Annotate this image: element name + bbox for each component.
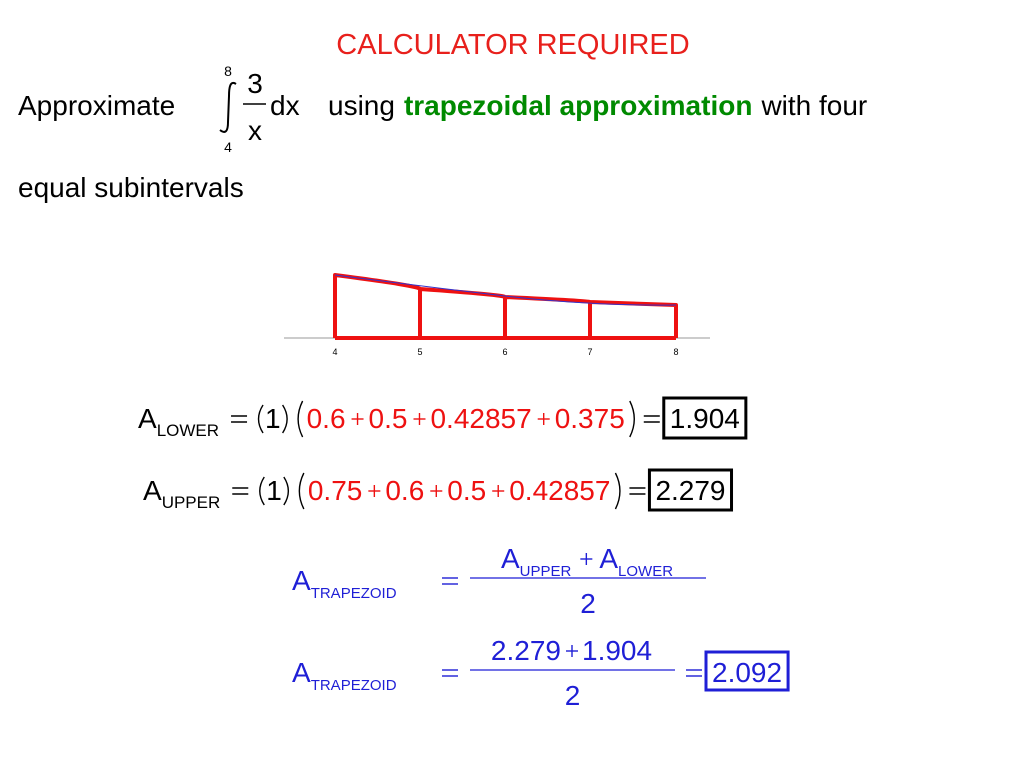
- math-text: 1.904: [582, 635, 652, 666]
- problem-line: using trapezoidal approximation with four: [328, 90, 867, 121]
- integral-lower: 4: [224, 139, 232, 155]
- math-text: 2.279: [491, 635, 561, 666]
- integrand-denominator: x: [248, 115, 262, 146]
- x-tick-label: 4: [332, 347, 337, 357]
- lower-sum: A LOWER 1 0.6 0.5 0.42857 0.375 1.904: [138, 396, 748, 440]
- numerator: 2.279 1.904: [491, 635, 652, 666]
- denominator: 2: [565, 680, 581, 711]
- math-text: with four: [760, 90, 867, 121]
- x-tick-label: 5: [417, 347, 422, 357]
- math-text: A: [143, 475, 162, 506]
- x-tick-label: 7: [587, 347, 592, 357]
- math-text: 0.42857: [509, 475, 610, 506]
- integrand-numerator: 3: [247, 68, 263, 99]
- paren: [282, 404, 288, 434]
- math-text: 0.42857: [430, 403, 531, 434]
- result-box: [662, 396, 748, 440]
- math-text: A: [501, 543, 520, 574]
- denominator: 2: [580, 588, 596, 619]
- math-text: trapezoidal approximation: [404, 90, 753, 121]
- math-text: UPPER: [162, 493, 221, 512]
- numerator: A UPPER A LOWER: [501, 543, 673, 580]
- math-text: TRAPEZOID: [311, 585, 397, 602]
- curve: [334, 274, 677, 306]
- paren: [614, 472, 621, 510]
- x-labels: 4 5 6 7 8: [332, 347, 678, 357]
- math-text: A: [292, 565, 311, 596]
- result: 1.904: [670, 403, 740, 434]
- math-text: 0.5: [369, 403, 408, 434]
- math-text: A: [292, 657, 311, 688]
- integral-upper: 8: [224, 63, 232, 79]
- result-box: [704, 650, 790, 692]
- math-text: 0.375: [555, 403, 625, 434]
- paren: [297, 400, 304, 438]
- math-text: UPPER: [520, 563, 572, 580]
- integral-sign: [219, 82, 237, 133]
- upper-sum: A UPPER 1 0.75 0.6 0.5 0.42857 2.279: [143, 468, 734, 512]
- math-text: 1: [265, 403, 281, 434]
- title: CALCULATOR REQUIRED: [336, 29, 689, 61]
- paren: [629, 400, 635, 438]
- math-text: LOWER: [618, 563, 673, 580]
- math-text: A: [138, 403, 157, 434]
- math-text: 0.5: [447, 475, 486, 506]
- math-text: 0.75: [308, 475, 363, 506]
- math-text: using: [328, 90, 395, 121]
- paren: [259, 476, 265, 506]
- paren: [298, 472, 305, 510]
- integral-differential: dx: [270, 90, 300, 121]
- result: 2.279: [655, 475, 725, 506]
- math-text: LOWER: [157, 421, 219, 440]
- x-tick-label: 6: [502, 347, 507, 357]
- x-tick-label: 8: [673, 347, 678, 357]
- trapezoids: [333, 273, 678, 340]
- figure: 4 5 6 7 8: [284, 273, 710, 357]
- math-text: TRAPEZOID: [311, 677, 397, 694]
- result-box: [647, 468, 734, 512]
- problem-lead: Approximate: [18, 90, 175, 121]
- math-text: 0.6: [307, 403, 346, 434]
- math-text: 1: [266, 475, 282, 506]
- math-text: A: [599, 543, 618, 574]
- paren: [283, 476, 290, 506]
- problem-line2: equal subintervals: [18, 172, 244, 203]
- result: 2.092: [712, 657, 782, 688]
- math-text: 0.6: [385, 475, 424, 506]
- paren: [257, 404, 264, 434]
